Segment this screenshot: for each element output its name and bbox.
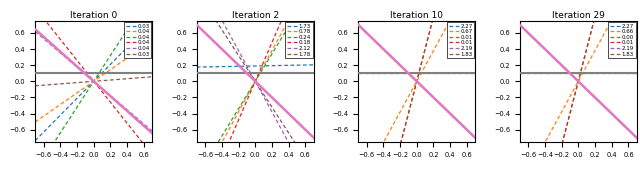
Title: Iteration 10: Iteration 10 [390,11,444,20]
Legend: 0.03, 0.04, 0.04, 0.04, 0.04, 0.03: 0.03, 0.04, 0.04, 0.04, 0.04, 0.03 [124,22,151,58]
Legend: 2.27, 0.66, 0.00, 0.01, 2.19, 1.83: 2.27, 0.66, 0.00, 0.01, 2.19, 1.83 [609,22,636,58]
Legend: 1.73, 0.78, 0.24, 0.18, 2.12, 1.78: 1.73, 0.78, 0.24, 0.18, 2.12, 1.78 [285,22,313,58]
Legend: 2.27, 0.67, 0.01, 0.01, 2.19, 1.83: 2.27, 0.67, 0.01, 0.01, 2.19, 1.83 [447,22,474,58]
Title: Iteration 29: Iteration 29 [552,11,605,20]
Title: Iteration 2: Iteration 2 [232,11,279,20]
Title: Iteration 0: Iteration 0 [70,11,117,20]
